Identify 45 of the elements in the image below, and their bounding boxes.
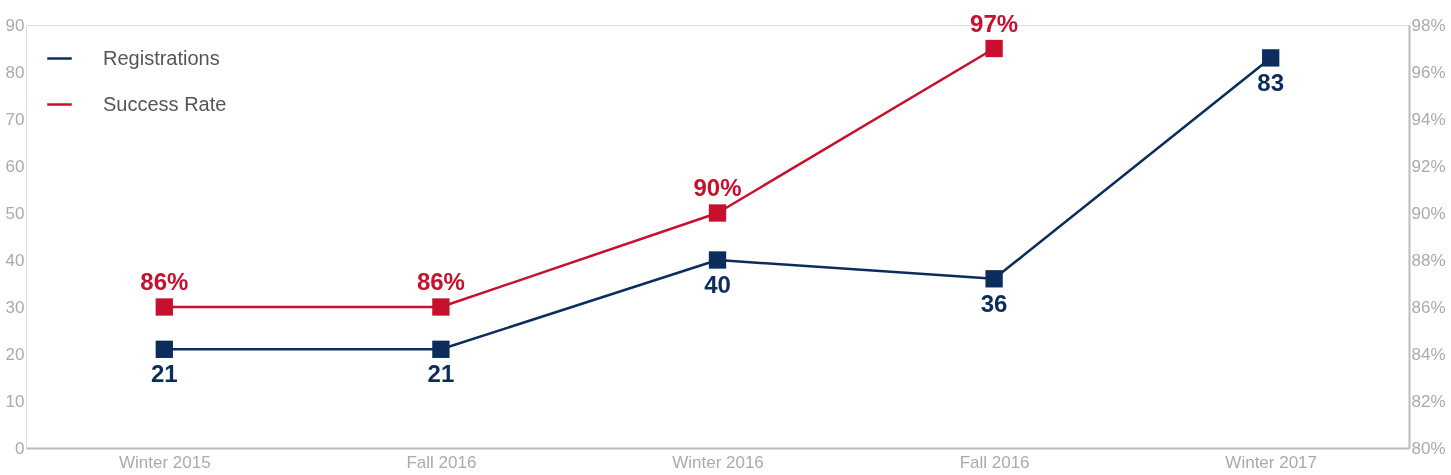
y2-tick-label: 82% [1411,391,1446,411]
y2-tick-label: 92% [1411,156,1446,176]
y-tick-label: 50 [5,203,25,223]
point [985,39,1003,58]
data-label: 90% [693,174,742,201]
point [155,340,173,358]
data-label: 21 [150,360,178,388]
data-label: 86% [140,268,189,295]
point [708,251,727,269]
point [985,270,1003,288]
x-tick-label: Fall 2016 [959,452,1030,472]
y-tick-label: 20 [5,344,25,364]
x-tick-label: Fall 2016 [406,452,477,472]
y-tick-label: 0 [15,438,25,458]
x-tick-label: Winter 2016 [672,452,764,472]
y-tick-label: 80 [5,62,25,82]
y-tick-label: 90 [5,15,25,35]
y2-tick-label: 84% [1411,344,1446,364]
data-label: 21 [427,360,455,388]
y2-tick-label: 98% [1411,15,1446,35]
data-label: 40 [704,271,731,298]
data-label: 36 [980,289,1008,317]
point [708,204,727,222]
data-label: 83 [1257,68,1285,96]
point [155,298,173,316]
point [432,298,450,316]
x-tick-label: Winter 2017 [1225,452,1318,472]
data-label: 86% [416,268,465,295]
y-tick-label: 70 [5,109,25,129]
y-tick-label: 60 [5,156,25,176]
data-label: 97% [970,9,1019,37]
x-tick-label: Winter 2015 [118,452,211,472]
y2-tick-label: 88% [1411,250,1446,270]
legend-label: Registrations [103,46,220,69]
y2-tick-label: 90% [1411,203,1446,223]
y2-tick-label: 86% [1411,297,1446,317]
y-tick-label: 10 [5,391,25,411]
y-tick-label: 30 [5,297,25,317]
y2-tick-label: 94% [1411,109,1446,129]
point [1262,49,1280,67]
legend-label: Success Rate [103,92,227,115]
y-tick-label: 40 [5,250,25,270]
y2-tick-label: 96% [1411,62,1446,82]
point [432,340,450,358]
y2-tick-label: 80% [1411,438,1446,458]
